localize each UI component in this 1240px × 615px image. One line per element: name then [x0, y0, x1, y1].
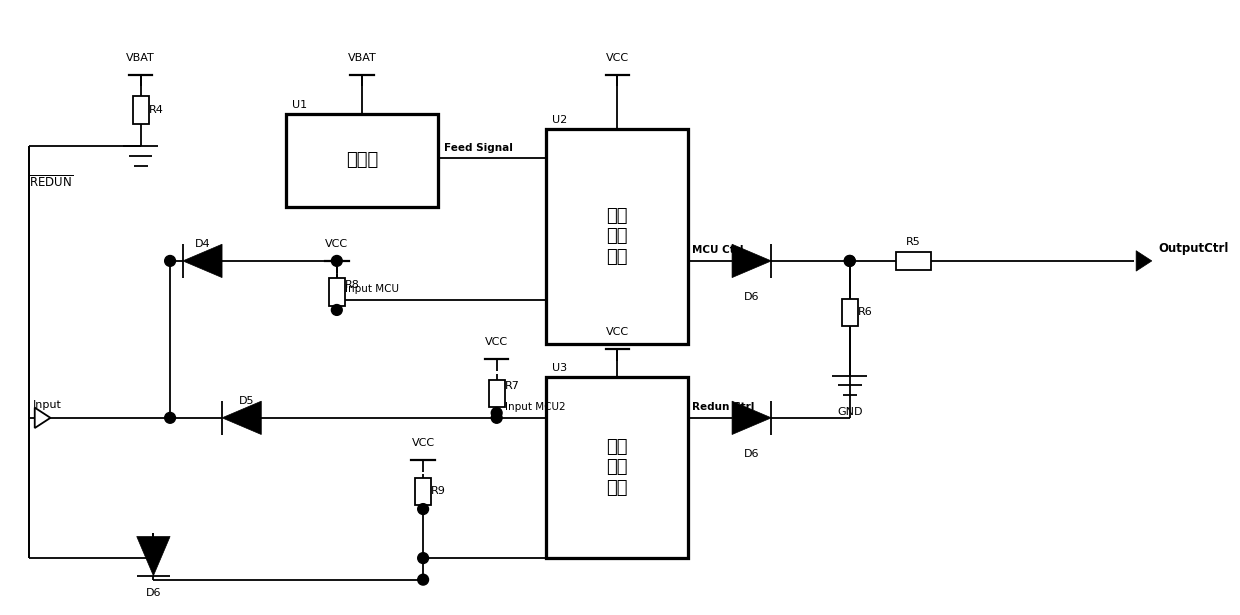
Bar — [285, 114, 438, 207]
Bar — [842, 299, 858, 326]
Circle shape — [165, 413, 176, 423]
Text: OutputCtrl: OutputCtrl — [1158, 242, 1229, 255]
Polygon shape — [35, 408, 51, 428]
Text: Input: Input — [32, 400, 62, 410]
Text: U1: U1 — [291, 100, 306, 110]
Text: R9: R9 — [432, 486, 446, 496]
Circle shape — [844, 255, 856, 266]
Text: Input MCU: Input MCU — [345, 284, 398, 294]
Circle shape — [331, 304, 342, 315]
Bar — [329, 278, 345, 306]
Circle shape — [491, 408, 502, 418]
Text: $\overline{\mathrm{REDUN}}$: $\overline{\mathrm{REDUN}}$ — [29, 175, 73, 190]
Bar — [133, 96, 149, 124]
Text: VCC: VCC — [485, 337, 508, 347]
Text: U2: U2 — [552, 114, 567, 125]
Circle shape — [844, 255, 856, 266]
Text: VCC: VCC — [325, 239, 348, 249]
Text: D6: D6 — [744, 449, 759, 459]
Text: Feed Signal: Feed Signal — [444, 143, 512, 153]
Text: VCC: VCC — [606, 327, 629, 338]
Text: D6: D6 — [744, 292, 759, 303]
Text: R8: R8 — [345, 280, 360, 290]
Circle shape — [491, 413, 502, 423]
Polygon shape — [732, 244, 771, 277]
Circle shape — [165, 255, 176, 266]
Polygon shape — [732, 401, 771, 435]
Text: D6: D6 — [145, 587, 161, 598]
Text: MCU Ctrl: MCU Ctrl — [692, 245, 743, 255]
Bar — [895, 252, 931, 270]
Circle shape — [331, 255, 342, 266]
Polygon shape — [222, 401, 262, 435]
Text: VCC: VCC — [606, 53, 629, 63]
Polygon shape — [136, 536, 170, 576]
Text: R6: R6 — [858, 308, 873, 317]
Text: VBAT: VBAT — [347, 53, 376, 63]
Text: Redun Ctrl: Redun Ctrl — [692, 402, 754, 412]
Bar — [546, 129, 688, 344]
Text: R5: R5 — [906, 237, 921, 247]
Polygon shape — [1136, 251, 1152, 271]
Text: VBAT: VBAT — [126, 53, 155, 63]
Text: 主微
控制
单元: 主微 控制 单元 — [606, 207, 627, 266]
Text: R7: R7 — [505, 381, 520, 391]
Bar — [489, 379, 505, 407]
Text: GND: GND — [837, 407, 863, 417]
Circle shape — [418, 504, 429, 514]
Circle shape — [418, 553, 429, 563]
Text: U3: U3 — [552, 363, 567, 373]
Text: D4: D4 — [195, 239, 211, 249]
Circle shape — [418, 574, 429, 585]
Bar — [415, 478, 432, 505]
Text: 看门狗: 看门狗 — [346, 151, 378, 169]
Text: 副微
控制
单元: 副微 控制 单元 — [606, 437, 627, 497]
Bar — [546, 376, 688, 558]
Text: Input MCU2: Input MCU2 — [505, 402, 565, 412]
Text: R4: R4 — [149, 105, 164, 115]
Text: D5: D5 — [239, 396, 254, 406]
Polygon shape — [182, 244, 222, 277]
Text: VCC: VCC — [412, 438, 435, 448]
